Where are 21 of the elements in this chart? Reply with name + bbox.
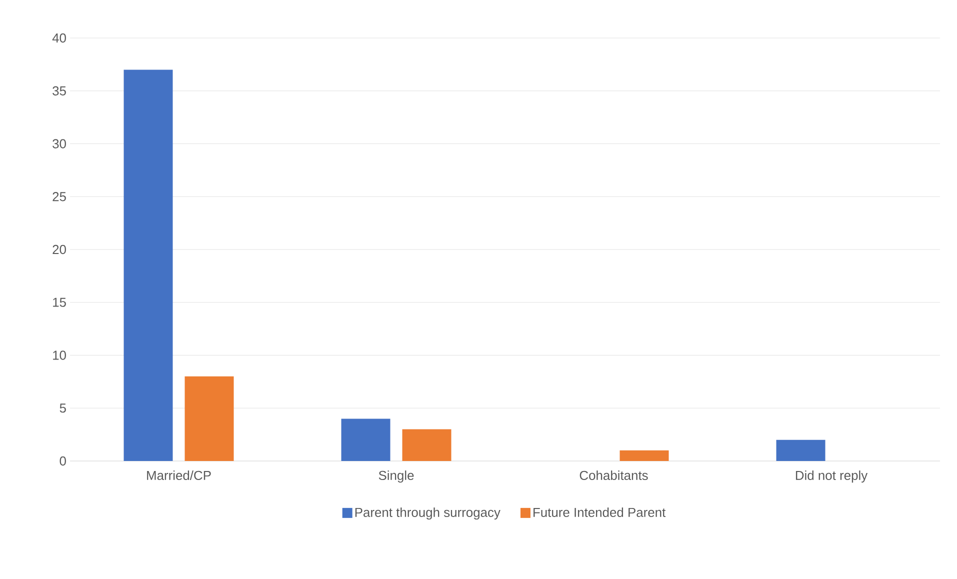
legend-label: Parent through surrogacy [355, 507, 500, 520]
y-tick-label: 30 [52, 139, 66, 148]
legend-label: Future Intended Parent [534, 507, 666, 517]
x-tick-label: Cohabitants [580, 470, 648, 480]
x-tick-label: Married/CP [147, 470, 211, 480]
bar [620, 450, 669, 461]
y-tick-label: 10 [53, 350, 66, 360]
y-tick-label: 0 [60, 456, 66, 466]
bar [341, 418, 390, 461]
y-tick-label: 20 [52, 244, 66, 254]
y-tick-label: 15 [53, 298, 66, 307]
x-tick-label: Did not reply [796, 470, 868, 483]
bar [184, 376, 234, 461]
bar [124, 70, 173, 461]
x-tick-label: Single [378, 470, 414, 483]
y-tick-label: 5 [60, 404, 66, 413]
bar [402, 429, 452, 461]
bar [776, 440, 826, 461]
y-tick-label: 35 [52, 86, 66, 96]
y-tick-label: 25 [52, 192, 66, 202]
y-tick-label: 40 [52, 33, 66, 43]
